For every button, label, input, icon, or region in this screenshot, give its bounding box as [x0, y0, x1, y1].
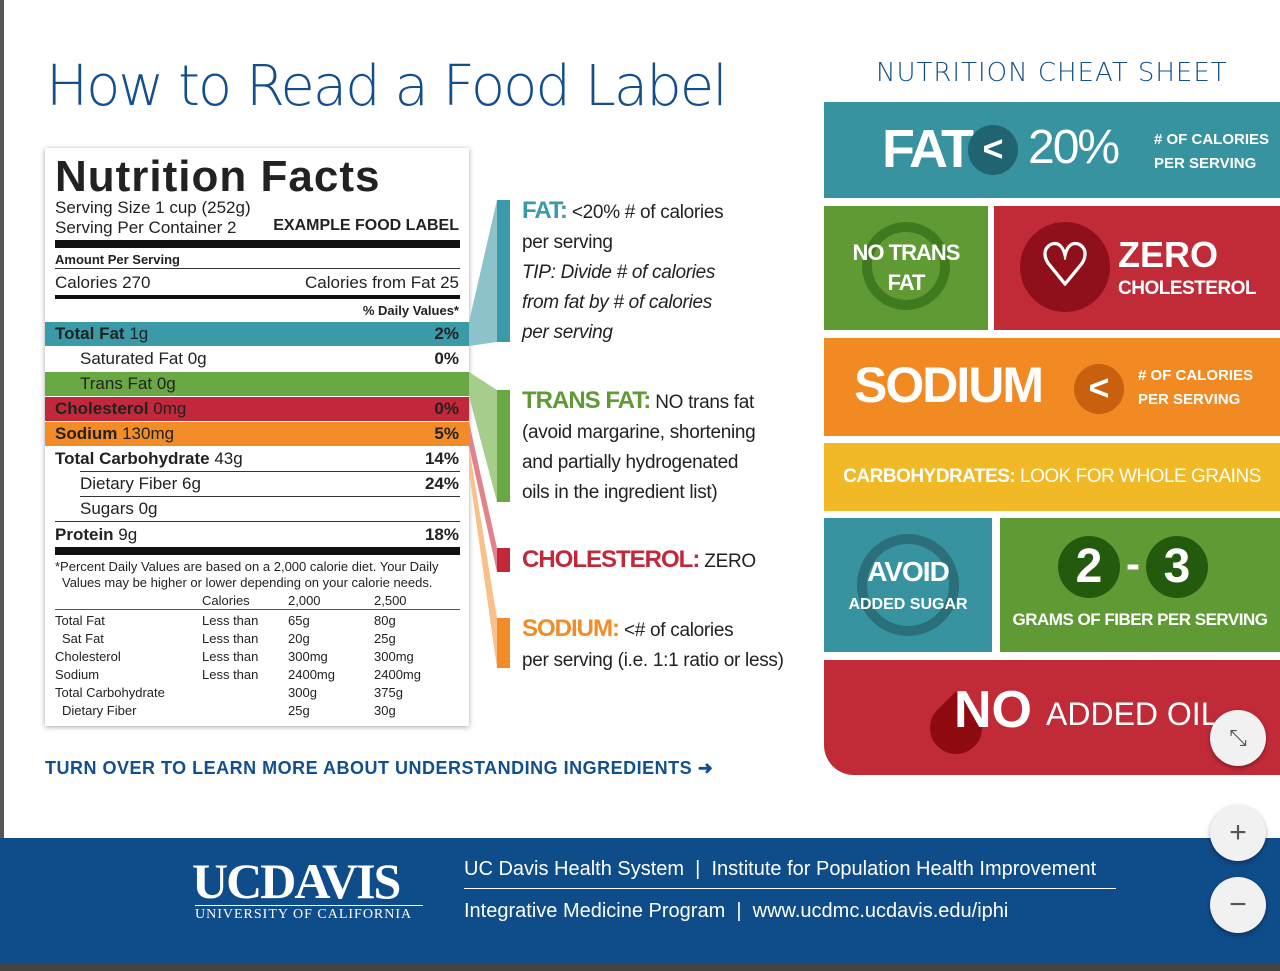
sodium-tile: SODIUM < # OF CALORIES PER SERVING [824, 338, 1280, 436]
row-total-fat: Total Fat 1g 2% [45, 322, 469, 346]
cholesterol-callout: CHOLESTEROL: ZERO [522, 546, 756, 573]
dv-table-cell: 25g [288, 703, 310, 718]
heart-icon: ♡ [1020, 222, 1110, 312]
row-sodium: Sodium 130mg 5% [45, 422, 469, 446]
row-dietary-fiber: Dietary Fiber 6g 24% [80, 474, 459, 493]
dv-table-cell: Less than [202, 613, 259, 628]
dv-table-cell: Less than [202, 667, 259, 682]
row-sugars: Sugars 0g [80, 499, 158, 518]
cholesterol-connector [469, 422, 497, 572]
sodium-callout: SODIUM: <# of calories per serving (i.e.… [522, 615, 784, 671]
dv-table-cell: 300mg [288, 649, 328, 664]
sodium-connector [469, 447, 497, 668]
callout-connectors [469, 200, 497, 668]
zero-cholesterol-tile: ♡ ZERO CHOLESTEROL [994, 206, 1280, 330]
servings-per-container: Serving Per Container 2 [55, 218, 237, 237]
minus-icon: − [1229, 888, 1247, 921]
calories-from-fat: Calories from Fat 25 [305, 273, 459, 292]
ucdavis-logo: UCDAVIS [192, 853, 401, 909]
dv-table-cell: 25g [374, 631, 396, 646]
window-edge [0, 0, 4, 971]
page-title: How to Read a Food Label [46, 54, 728, 119]
dv-table-cell: Total Carbohydrate [55, 685, 165, 700]
no-added-oil-tile: NO ADDED OIL [824, 660, 1280, 775]
daily-values-header: % Daily Values* [362, 303, 459, 318]
dv-table-cell: 80g [374, 613, 396, 628]
dv-table-cell: 300mg [374, 649, 414, 664]
footnote: *Percent Daily Values are based on a 2,0… [55, 559, 439, 574]
dv-table-cell: Less than [202, 631, 259, 646]
serving-size: Serving Size 1 cup (252g) [55, 198, 251, 217]
collapse-icon: ⤡ [1229, 725, 1247, 750]
cheat-sheet-title: NUTRITION CHEAT SHEET [876, 58, 1228, 88]
dv-table-cell: 375g [374, 685, 403, 700]
row-total-carbohydrate: Total Carbohydrate 43g 14% [55, 449, 459, 468]
row-saturated-fat: Saturated Fat 0g 0% [80, 349, 459, 368]
dv-table-cell: Cholesterol [55, 649, 121, 664]
dv-table-cell: Sodium [55, 667, 100, 682]
amount-per-serving: Amount Per Serving [55, 252, 180, 267]
footnote: Values may be higher or lower depending … [62, 575, 433, 590]
trans-fat-bar [497, 390, 510, 502]
dv-table-cell: 300g [288, 685, 317, 700]
footer: UCDAVIS UNIVERSITY OF CALIFORNIA UC Davi… [0, 838, 1280, 963]
avoid-sugar-tile: AVOID ADDED SUGAR [824, 518, 992, 652]
plus-icon: + [1229, 816, 1247, 849]
cholesterol-bar [497, 548, 510, 572]
dv-table-cell: Less than [202, 649, 259, 664]
dv-table-cell: 20g [288, 631, 310, 646]
footer-line-2: Integrative Medicine Program | www.ucdmc… [464, 900, 1009, 922]
dv-table-cell: 2400mg [288, 667, 335, 682]
circle-icon [862, 222, 950, 310]
prohibited-icon [857, 534, 959, 636]
trans-fat-connector [469, 372, 497, 502]
zoom-in-button[interactable]: + [1210, 805, 1266, 861]
zoom-out-button[interactable]: − [1210, 877, 1266, 933]
fat-tile: FAT < 20% # OF CALORIES PER SERVING [824, 102, 1280, 198]
trans-fat-callout: TRANS FAT: NO trans fat (avoid margarine… [522, 387, 756, 503]
calories: Calories 270 [55, 273, 151, 292]
example-label: EXAMPLE FOOD LABEL [273, 217, 459, 234]
turn-over-link[interactable]: TURN OVER TO LEARN MORE ABOUT UNDERSTAND… [45, 758, 714, 778]
sodium-bar [497, 618, 510, 668]
nutrition-facts-heading: Nutrition Facts [55, 152, 381, 201]
dv-table-cell: Dietary Fiber [62, 703, 137, 718]
dv-table-cell: 30g [374, 703, 396, 718]
less-than-icon: < [968, 125, 1018, 175]
dv-table-cell: 65g [288, 613, 310, 628]
row-trans-fat: Trans Fat 0g [45, 372, 469, 396]
divider [55, 240, 460, 248]
dv-table-cell: Sat Fat [62, 631, 104, 646]
carbohydrates-tile: CARBOHYDRATES: LOOK FOR WHOLE GRAINS [824, 443, 1280, 511]
fiber-tile: 2 - 3 GRAMS OF FIBER PER SERVING [1000, 518, 1280, 652]
nutrition-label: Nutrition Facts Serving Size 1 cup (252g… [45, 148, 469, 726]
dv-table-cell: 2400mg [374, 667, 421, 682]
exit-fullscreen-button[interactable]: ⤡ [1210, 710, 1266, 766]
footer-line-1: UC Davis Health System | Institute for P… [464, 858, 1097, 880]
fat-bar [497, 200, 510, 342]
less-than-icon: < [1074, 364, 1124, 414]
arrow-right-icon: ➜ [697, 758, 714, 778]
fat-callout: FAT: <20% # of calories per serving TIP:… [522, 197, 724, 343]
fat-connector [469, 200, 497, 346]
row-protein: Protein 9g 18% [55, 525, 459, 544]
ucdavis-logo-sub: UNIVERSITY OF CALIFORNIA [195, 907, 413, 922]
row-cholesterol: Cholesterol 0mg 0% [45, 397, 469, 421]
no-trans-fat-tile: NO TRANS FAT [824, 206, 988, 330]
dv-table-cell: Total Fat [55, 613, 105, 628]
